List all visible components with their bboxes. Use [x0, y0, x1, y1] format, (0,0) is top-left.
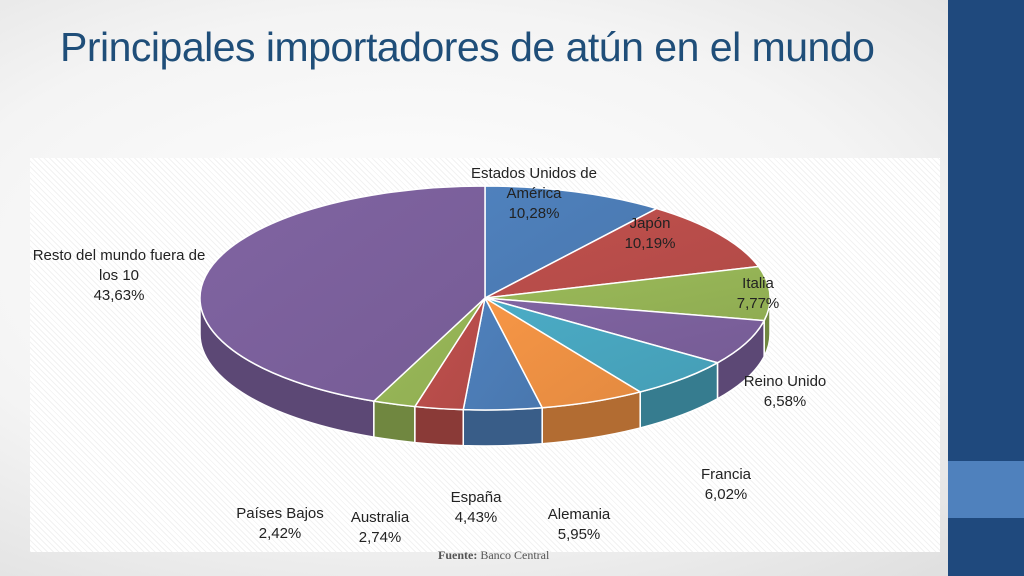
label-alemania: Alemania 5,95% [548, 505, 611, 545]
sidebar-accent [948, 461, 1024, 518]
label-name: Australia [350, 509, 410, 526]
label-name: Alemania [547, 506, 611, 523]
slice-1 [484, 207, 760, 299]
slice-side-7 [414, 405, 465, 447]
label-italia: Italia 7,77% [737, 274, 780, 314]
label-name: Japón [629, 215, 671, 232]
label-australia: Australia 2,74% [351, 508, 409, 548]
slice-0 [484, 185, 659, 300]
label-francia: Francia 6,02% [701, 465, 751, 505]
label-japon: Japón 10,19% [625, 214, 676, 254]
label-name: Estados Unidos de América [471, 165, 597, 202]
slice-3 [484, 297, 766, 364]
label-value: 4,43% [454, 509, 498, 526]
label-reino-unido: Reino Unido 6,58% [744, 372, 827, 412]
label-value: 5,95% [557, 526, 601, 543]
label-value: 6,02% [704, 486, 748, 503]
slide-title: Principales importadores de atún en el m… [60, 24, 875, 70]
label-name: Reino Unido [743, 373, 827, 390]
label-value: 43,63% [93, 287, 145, 304]
label-estados-unidos: Estados Unidos de América 10,28% [459, 164, 609, 224]
label-value: 6,58% [763, 393, 807, 410]
label-value: 2,74% [358, 529, 402, 546]
label-name: España [450, 489, 502, 506]
source-label: Fuente: [438, 548, 478, 562]
label-espana: España 4,43% [451, 488, 502, 528]
label-name: Francia [700, 466, 752, 483]
source-value: Banco Central [480, 548, 550, 562]
label-resto-del-mundo: Resto del mundo fuera de los 10 43,63% [32, 246, 207, 306]
chart-area: Estados Unidos de América 10,28% Japón 1… [30, 158, 940, 552]
label-name: Países Bajos [236, 505, 324, 522]
label-name: Resto del mundo fuera de los 10 [32, 247, 206, 284]
slice-2 [484, 265, 771, 322]
source-note: Fuente: Banco Central [438, 548, 549, 563]
label-value: 7,77% [736, 295, 780, 312]
slice-9 [199, 185, 486, 402]
slice-side-6 [462, 406, 543, 447]
slice-side-8 [373, 400, 416, 444]
label-paises-bajos: Países Bajos 2,42% [236, 504, 324, 544]
pie-chart [199, 185, 771, 447]
label-value: 10,19% [624, 235, 676, 252]
label-name: Italia [742, 275, 774, 292]
label-value: 2,42% [258, 525, 302, 542]
label-value: 10,28% [508, 205, 560, 222]
